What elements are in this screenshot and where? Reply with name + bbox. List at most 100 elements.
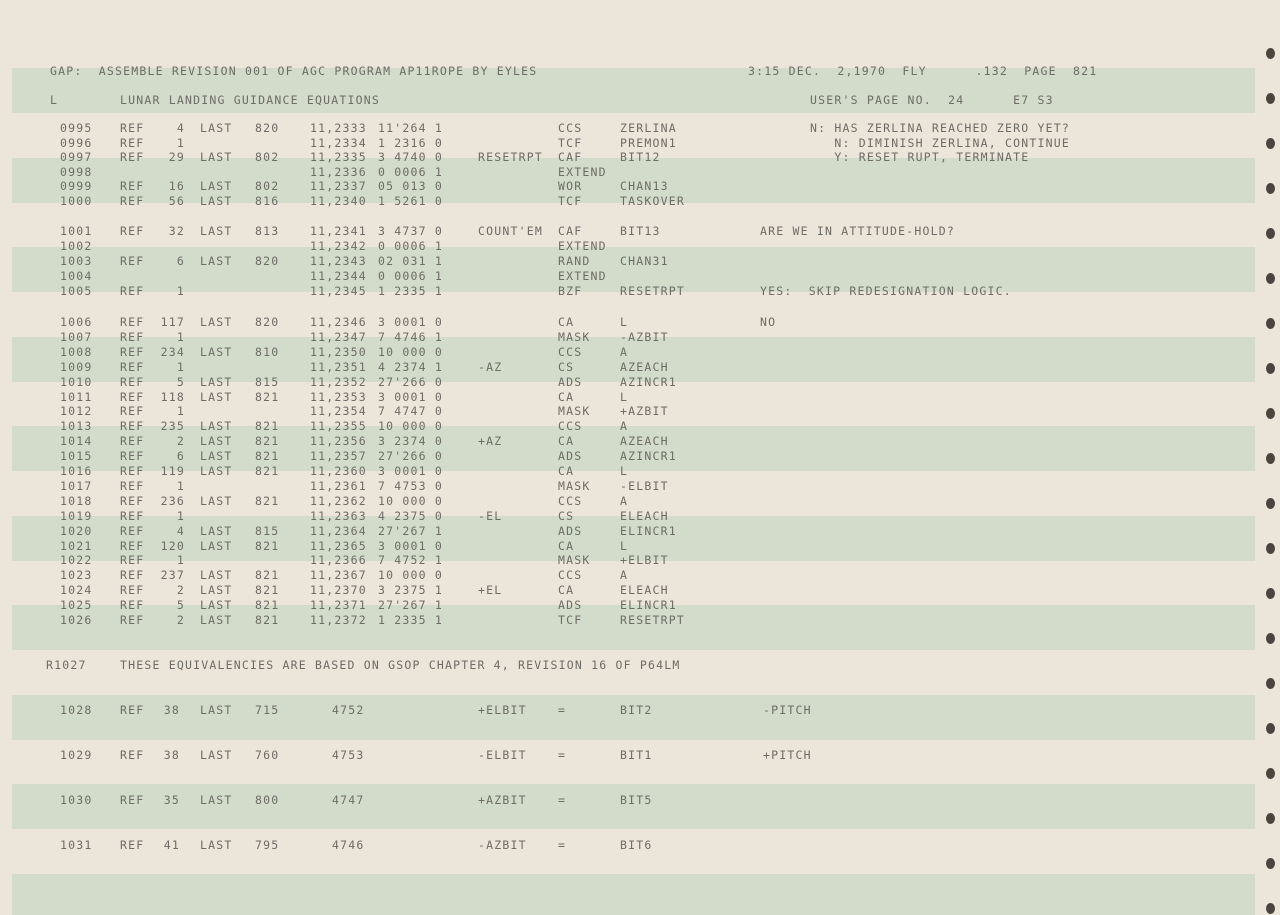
ref-count: 2 bbox=[176, 613, 185, 627]
operand: CHAN31 bbox=[620, 253, 669, 268]
line-number: 1025 bbox=[60, 598, 93, 613]
address: 11,2341 bbox=[310, 224, 367, 238]
last-page: 760 bbox=[255, 748, 280, 762]
comment: N: DIMINISH ZERLINA, CONTINUE bbox=[810, 135, 1070, 150]
operand: +ELBIT bbox=[620, 553, 669, 568]
line-number: 1001 bbox=[60, 224, 93, 238]
last-label: LAST bbox=[200, 434, 233, 449]
octal-code: 1 2335 1 bbox=[378, 613, 443, 627]
label: +AZ bbox=[478, 434, 503, 449]
address: 11,2346 bbox=[310, 315, 367, 329]
ref-label: REF bbox=[120, 613, 145, 627]
last-label: LAST bbox=[200, 538, 233, 553]
operand: AZINCR1 bbox=[620, 374, 677, 389]
last-label: LAST bbox=[200, 194, 233, 208]
ref-count: 41 bbox=[163, 838, 180, 852]
ref-count: 29 bbox=[168, 150, 185, 165]
ref-label: REF bbox=[120, 404, 145, 419]
octal-code: 27'266 0 bbox=[378, 374, 443, 389]
equals-sign: = bbox=[558, 748, 567, 762]
opcode: ADS bbox=[558, 449, 583, 464]
octal-code: 10 000 0 bbox=[378, 419, 443, 434]
line-number: 1004 bbox=[60, 268, 93, 283]
sprocket-hole bbox=[1266, 498, 1275, 509]
ref-label: REF bbox=[120, 493, 145, 508]
last-page: 820 bbox=[255, 315, 280, 329]
line-number: 1029 bbox=[60, 748, 93, 762]
ref-count: 2 bbox=[176, 583, 185, 598]
octal-code: 05 013 0 bbox=[378, 179, 443, 194]
address: 11,2342 bbox=[310, 238, 367, 253]
ref-label: REF bbox=[120, 583, 145, 598]
ref-label: REF bbox=[120, 179, 145, 194]
address: 11,2367 bbox=[310, 568, 367, 583]
line-number: 1021 bbox=[60, 538, 93, 553]
last-label: LAST bbox=[200, 748, 233, 762]
sprocket-hole bbox=[1266, 588, 1275, 599]
ref-count: 16 bbox=[168, 179, 185, 194]
address: 11,2371 bbox=[310, 598, 367, 613]
opcode: CAF bbox=[558, 224, 583, 238]
last-page: 815 bbox=[255, 523, 280, 538]
opcode: CCS bbox=[558, 419, 583, 434]
operand: ZERLINA bbox=[620, 121, 677, 135]
operand: BIT12 bbox=[620, 150, 661, 165]
line-number: 1006 bbox=[60, 315, 93, 329]
ref-count: 5 bbox=[176, 598, 185, 613]
value: 4746 bbox=[332, 838, 365, 852]
octal-code: 3 2375 1 bbox=[378, 583, 443, 598]
operand: ELEACH bbox=[620, 583, 669, 598]
last-label: LAST bbox=[200, 224, 233, 238]
users-page-number: USER'S PAGE NO. 24 E7 S3 bbox=[810, 93, 1054, 107]
greenbar-band bbox=[12, 68, 1255, 113]
opcode: EXTEND bbox=[558, 238, 607, 253]
ref-count: 236 bbox=[160, 493, 185, 508]
address: 11,2343 bbox=[310, 253, 367, 268]
ref-label: REF bbox=[120, 224, 145, 238]
octal-code: 3 0001 0 bbox=[378, 464, 443, 478]
line-number: 1002 bbox=[60, 238, 93, 253]
address: 11,2356 bbox=[310, 434, 367, 449]
opcode: CA bbox=[558, 583, 575, 598]
comment: YES: SKIP REDESIGNATION LOGIC. bbox=[760, 283, 1012, 298]
operand: L bbox=[620, 538, 629, 553]
last-page: 821 bbox=[255, 464, 280, 478]
sprocket-hole bbox=[1266, 138, 1275, 149]
opcode: CCS bbox=[558, 493, 583, 508]
ref-count: 6 bbox=[176, 449, 185, 464]
ref-label: REF bbox=[120, 598, 145, 613]
ref-count: 5 bbox=[176, 374, 185, 389]
octal-code: 3 0001 0 bbox=[378, 315, 443, 329]
address: 11,2335 bbox=[310, 150, 367, 165]
line-number: 0995 bbox=[60, 121, 93, 135]
octal-code: 1 2316 0 bbox=[378, 135, 443, 150]
opcode: CS bbox=[558, 359, 575, 374]
operand: ELEACH bbox=[620, 508, 669, 523]
address: 11,2350 bbox=[310, 344, 367, 359]
address: 11,2355 bbox=[310, 419, 367, 434]
octal-code: 3 0001 0 bbox=[378, 538, 443, 553]
address: 11,2344 bbox=[310, 268, 367, 283]
operand: ELINCR1 bbox=[620, 523, 677, 538]
greenbar-band bbox=[12, 336, 1255, 382]
line-number: 1019 bbox=[60, 508, 93, 523]
ref-count: 1 bbox=[176, 508, 185, 523]
ref-count: 1 bbox=[176, 478, 185, 493]
opcode: MASK bbox=[558, 404, 591, 419]
equated-to: BIT5 bbox=[620, 793, 653, 807]
opcode: MASK bbox=[558, 329, 591, 344]
line-number: 1014 bbox=[60, 434, 93, 449]
header-date-page: 3:15 DEC. 2,1970 FLY .132 PAGE 821 bbox=[748, 64, 1098, 78]
last-page: 810 bbox=[255, 344, 280, 359]
last-page: 821 bbox=[255, 598, 280, 613]
last-page: 820 bbox=[255, 121, 280, 135]
ref-label: REF bbox=[120, 838, 145, 852]
ref-label: REF bbox=[120, 253, 145, 268]
opcode: MASK bbox=[558, 553, 591, 568]
line-number: 1018 bbox=[60, 493, 93, 508]
operand: L bbox=[620, 389, 629, 404]
greenbar-band bbox=[12, 515, 1255, 561]
ref-count: 235 bbox=[160, 419, 185, 434]
line-number: 1030 bbox=[60, 793, 93, 807]
ref-label: REF bbox=[120, 434, 145, 449]
